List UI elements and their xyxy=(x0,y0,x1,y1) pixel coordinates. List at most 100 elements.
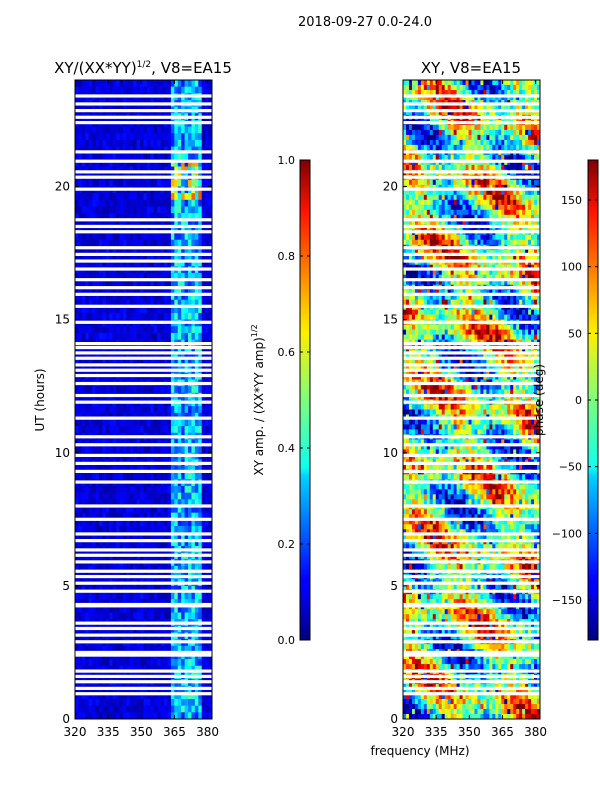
amp-heatmap-cell xyxy=(167,512,172,520)
phase-heatmap-cell xyxy=(450,89,455,96)
amp-heatmap-cell xyxy=(164,412,168,420)
amp-heatmap-cell xyxy=(98,273,103,281)
phase-heatmap-cell xyxy=(486,144,490,151)
amp-heatmap-cell xyxy=(191,146,196,154)
amp-heatmap-cell xyxy=(167,306,172,314)
phase-heatmap-cell xyxy=(456,129,460,136)
amp-heatmap-cell xyxy=(126,166,131,174)
amp-heatmap-cell xyxy=(177,213,182,221)
phase-heatmap-cell xyxy=(426,139,431,146)
amp-heatmap-cell xyxy=(85,273,90,281)
amp-heatmap-cell xyxy=(133,486,138,494)
amp-heatmap-cell xyxy=(143,259,148,267)
amp-heatmap-cell xyxy=(160,246,165,254)
amp-heatmap-cell xyxy=(119,532,124,540)
amp-heatmap-cell xyxy=(164,153,168,161)
amp-heatmap-cell xyxy=(150,133,155,141)
amp-heatmap-cell xyxy=(95,472,100,480)
amp-heatmap-cell xyxy=(188,439,192,447)
amp-flagged-row xyxy=(75,539,212,543)
phase-heatmap-cell xyxy=(423,109,428,116)
amp-heatmap-cell xyxy=(177,712,182,720)
phase-heatmap-cell xyxy=(435,144,440,151)
amp-heatmap-cell xyxy=(109,246,114,254)
amp-heatmap-cell xyxy=(112,273,117,281)
phase-heatmap-cell xyxy=(504,179,508,186)
amp-colorbar-tick-label: 0.8 xyxy=(278,250,296,263)
amp-heatmap-cell xyxy=(122,312,127,321)
amp-heatmap-cell xyxy=(177,492,182,500)
amp-heatmap-cell xyxy=(164,213,168,221)
phase-heatmap-cell xyxy=(531,89,535,96)
amp-heatmap-cell xyxy=(181,226,185,234)
amp-heatmap-cell xyxy=(184,466,189,474)
amp-heatmap-cell xyxy=(116,306,120,314)
amp-heatmap-cell xyxy=(126,645,131,653)
amp-heatmap-cell xyxy=(140,179,144,187)
amp-heatmap-cell xyxy=(136,332,141,340)
phase-heatmap-cell xyxy=(432,179,437,186)
phase-heatmap-cell xyxy=(447,139,452,146)
amp-heatmap-cell xyxy=(153,312,158,321)
amp-heatmap-cell xyxy=(157,486,162,494)
amp-heatmap-cell xyxy=(105,199,110,207)
amp-heatmap-cell xyxy=(201,406,206,414)
amp-heatmap-cell xyxy=(177,426,182,434)
amp-heatmap-cell xyxy=(184,659,189,667)
amp-heatmap-cell xyxy=(157,605,162,613)
phase-heatmap-cell xyxy=(483,94,487,101)
amp-heatmap-cell xyxy=(174,246,179,254)
phase-heatmap-cell xyxy=(450,179,455,186)
amp-heatmap-cell xyxy=(198,605,203,613)
phase-heatmap-cell xyxy=(501,84,505,91)
amp-heatmap-cell xyxy=(102,585,107,593)
phase-heatmap-cell xyxy=(480,80,484,86)
phase-heatmap-cell xyxy=(477,109,481,116)
amp-heatmap-cell xyxy=(198,585,203,593)
amp-heatmap-cell xyxy=(140,346,144,354)
phase-heatmap-cell xyxy=(480,179,484,186)
amp-heatmap-cell xyxy=(177,239,182,247)
amp-heatmap-cell xyxy=(160,233,165,241)
phase-heatmap-cell xyxy=(435,109,440,116)
amp-heatmap-cell xyxy=(102,406,107,414)
phase-heatmap-cell xyxy=(513,94,517,101)
amp-heatmap-cell xyxy=(140,293,144,301)
amp-heatmap-cell xyxy=(116,592,120,600)
amp-heatmap-cell xyxy=(181,705,185,713)
amp-heatmap-cell xyxy=(119,273,124,281)
amp-heatmap-cell xyxy=(153,193,158,201)
amp-heatmap-cell xyxy=(164,139,168,147)
amp-heatmap-cell xyxy=(146,412,151,420)
amp-heatmap-cell xyxy=(109,612,114,620)
amp-heatmap-cell xyxy=(198,293,203,301)
amp-heatmap-cell xyxy=(170,419,175,427)
amp-heatmap-cell xyxy=(109,193,114,201)
amp-heatmap-cell xyxy=(102,499,107,507)
phase-heatmap-cell xyxy=(519,104,523,111)
amp-heatmap-cell xyxy=(184,506,189,514)
amp-heatmap-cell xyxy=(140,153,144,161)
amp-heatmap-cell xyxy=(102,246,107,254)
amp-heatmap-cell xyxy=(75,705,79,713)
amp-heatmap-cell xyxy=(150,80,155,88)
phase-heatmap-cell xyxy=(519,179,523,186)
phase-heatmap-cell xyxy=(459,94,463,101)
amp-heatmap-cell xyxy=(177,599,182,607)
amp-heatmap-cell xyxy=(112,386,117,394)
amp-heatmap-cell xyxy=(102,419,107,427)
amp-heatmap-cell xyxy=(119,386,124,394)
amp-heatmap-cell xyxy=(95,153,100,161)
amp-heatmap-cell xyxy=(184,346,189,354)
phase-heatmap-cell xyxy=(426,164,431,171)
amp-heatmap-cell xyxy=(95,206,100,214)
amp-heatmap-cell xyxy=(88,585,93,593)
amp-heatmap-cell xyxy=(143,133,148,141)
phase-heatmap-cell xyxy=(414,89,419,96)
amp-heatmap-cell xyxy=(126,219,131,227)
amp-heatmap-cell xyxy=(126,259,131,267)
amp-heatmap-cell xyxy=(75,712,79,720)
amp-heatmap-cell xyxy=(116,499,120,507)
amp-heatmap-cell xyxy=(160,326,165,334)
amp-heatmap-cell xyxy=(205,133,209,141)
